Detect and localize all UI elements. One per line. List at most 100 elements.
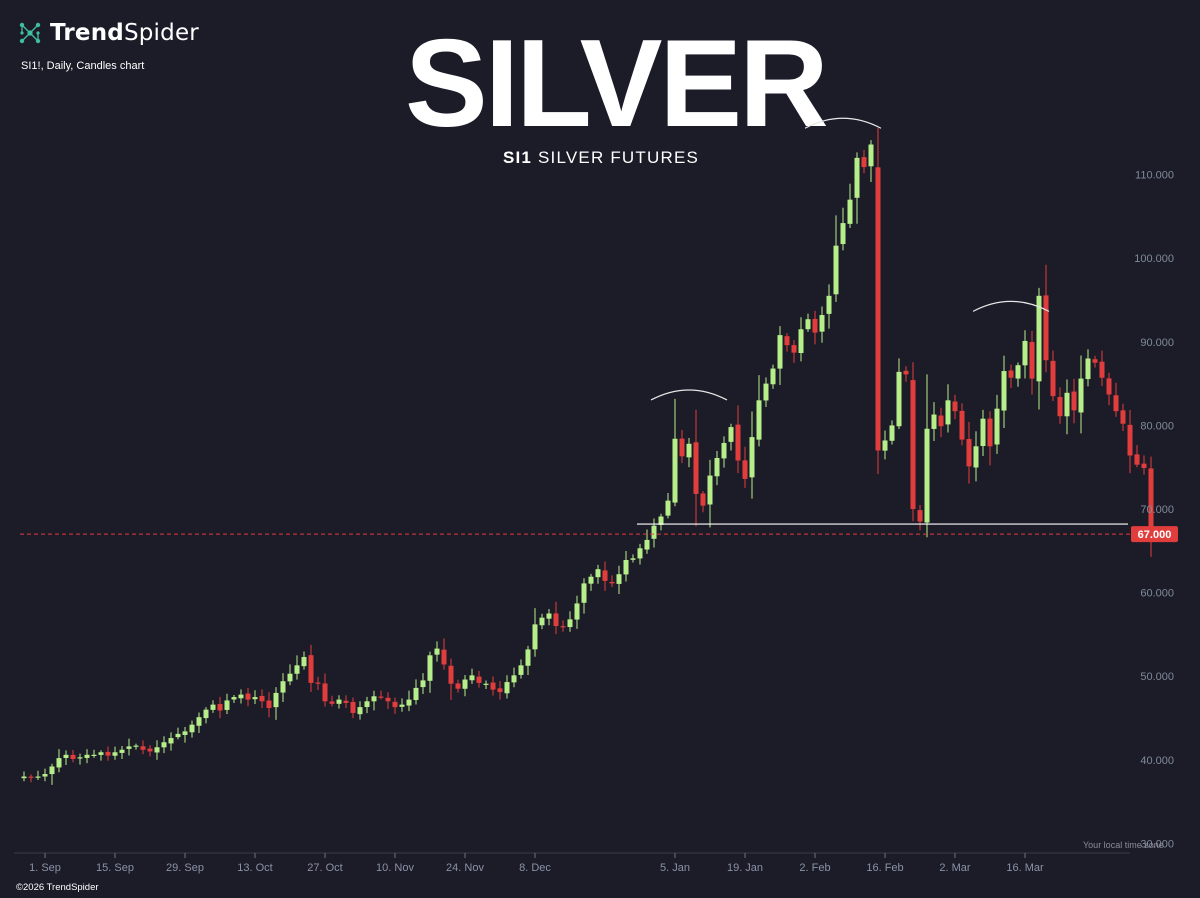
candle (427, 651, 433, 693)
brand-logo: TrendSpider (18, 20, 199, 46)
candle (1106, 372, 1112, 406)
candle (245, 687, 251, 707)
candle (770, 364, 776, 389)
candle (1092, 355, 1098, 368)
candle (1022, 330, 1028, 379)
candle (112, 746, 118, 760)
candle (721, 436, 727, 468)
candle (1064, 379, 1070, 435)
candle (1127, 409, 1133, 474)
x-tick-label: 19. Jan (727, 862, 763, 874)
y-tick-label: 70.000 (1140, 504, 1174, 516)
candle (343, 695, 349, 708)
y-tick-label: 40.000 (1140, 755, 1174, 767)
candle (413, 679, 419, 705)
candle (476, 670, 482, 688)
candle (854, 152, 860, 224)
candle (959, 403, 965, 446)
candle (896, 358, 902, 430)
candle (630, 554, 636, 563)
x-tick-label: 5. Jan (660, 862, 690, 874)
candle (329, 695, 335, 707)
current-price-tag (1131, 526, 1178, 543)
candle (182, 726, 188, 743)
candle (819, 306, 825, 343)
candle (511, 667, 517, 688)
candle (28, 774, 34, 783)
candle (532, 608, 538, 657)
y-tick-label: 110.000 (1135, 170, 1174, 182)
candle (672, 398, 678, 507)
candle (665, 493, 671, 519)
candle (301, 651, 307, 670)
candle (546, 608, 552, 626)
x-tick-label: 27. Oct (307, 862, 342, 874)
candle (350, 697, 356, 719)
candle (273, 687, 279, 720)
candle (966, 421, 972, 484)
candle (987, 411, 993, 466)
candle (833, 215, 839, 302)
candle (224, 693, 230, 715)
x-tick-label: 2. Feb (799, 862, 830, 874)
candle (889, 420, 895, 445)
chart-meta: SI1!, Daily, Candles chart (21, 60, 145, 72)
brand-name: TrendSpider (50, 20, 199, 46)
candle (154, 740, 160, 760)
candle (616, 565, 622, 594)
candle (84, 749, 90, 764)
candle (1099, 350, 1105, 387)
candle (287, 664, 293, 686)
candle (581, 578, 587, 614)
candle (21, 771, 27, 782)
candle (35, 770, 41, 781)
candle (812, 310, 818, 345)
candle (525, 645, 531, 675)
candle (651, 518, 657, 548)
candle (910, 362, 916, 522)
x-tick-label: 24. Nov (446, 862, 484, 874)
candle (371, 690, 377, 711)
candle (826, 284, 832, 329)
candle (1113, 382, 1119, 417)
candle (448, 658, 454, 700)
candle (63, 750, 69, 765)
candle (77, 753, 83, 765)
candle (805, 313, 811, 332)
copyright: ©2026 TrendSpider (16, 882, 99, 893)
candle (735, 405, 741, 474)
candle (231, 694, 237, 703)
candle (791, 340, 797, 363)
candle (189, 720, 195, 738)
candle (490, 676, 496, 696)
candle (763, 377, 769, 408)
candle (497, 680, 503, 700)
candle (392, 697, 398, 714)
candle (756, 375, 762, 447)
candle (217, 696, 223, 719)
candle (553, 601, 559, 635)
candle (336, 695, 342, 709)
candle (1036, 287, 1042, 410)
x-tick-label: 8. Dec (519, 862, 551, 874)
candle (693, 409, 699, 527)
y-tick-label: 50.000 (1140, 671, 1174, 683)
candle (539, 613, 545, 630)
candle (399, 698, 405, 712)
candle (126, 738, 132, 756)
candle (434, 641, 440, 662)
head-arc (804, 117, 882, 129)
candle (714, 451, 720, 486)
candle (1141, 455, 1147, 475)
candle (518, 659, 524, 679)
candle (1050, 350, 1056, 401)
candle (140, 740, 146, 755)
candle (924, 374, 930, 538)
candle (707, 459, 713, 528)
candle (49, 763, 55, 785)
candle (322, 673, 328, 707)
candle (1134, 445, 1140, 468)
candle (469, 668, 475, 684)
candle (742, 446, 748, 488)
page-subtitle: SI1 SILVER FUTURES (502, 148, 700, 167)
